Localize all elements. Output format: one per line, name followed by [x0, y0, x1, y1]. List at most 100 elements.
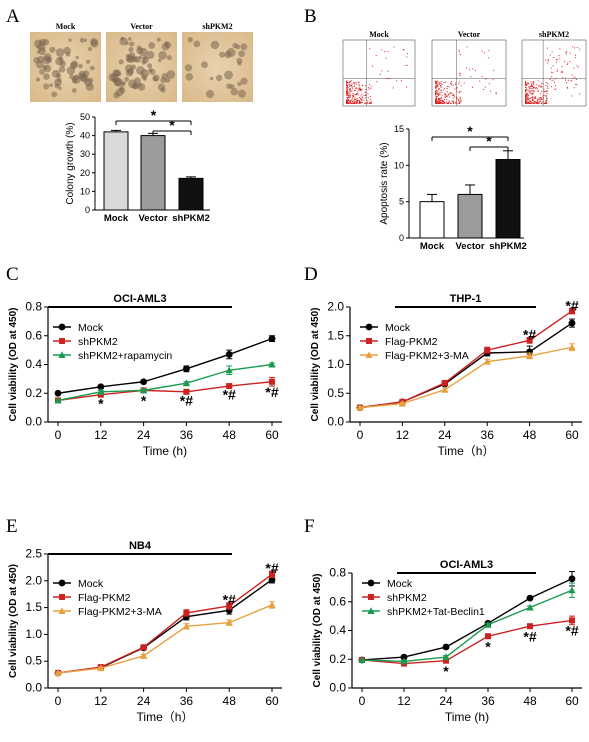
data-point	[526, 603, 534, 611]
flow-dot	[549, 78, 551, 80]
flow-dot	[547, 87, 549, 89]
flow-dot	[400, 80, 402, 82]
flow-dot	[361, 99, 363, 101]
y-tick-label: 0	[85, 205, 90, 215]
flow-dot	[543, 94, 545, 96]
flow-dot	[543, 91, 545, 93]
flow-plot-label: Vector	[458, 30, 481, 39]
colony-cell	[89, 65, 95, 71]
colony-cell	[80, 74, 89, 83]
colony-cell	[108, 72, 117, 82]
flow-dot	[547, 60, 549, 62]
flow-dot	[529, 92, 531, 94]
flow-dot	[346, 92, 348, 94]
flow-dot	[359, 97, 361, 99]
flow-dot	[538, 86, 540, 88]
flow-dot	[525, 96, 527, 98]
flow-dot	[528, 94, 530, 96]
flow-dot	[485, 78, 487, 80]
x-tick-label: 60	[265, 428, 279, 442]
flow-dot	[439, 100, 441, 102]
flow-dot	[359, 87, 361, 89]
flow-dot	[458, 99, 460, 101]
flow-dot	[360, 89, 362, 91]
flow-dot	[348, 95, 350, 97]
flow-dot	[346, 80, 348, 82]
flow-dot	[444, 92, 446, 94]
flow-dot	[554, 81, 556, 83]
flow-dot	[575, 78, 577, 80]
flow-dot	[435, 93, 437, 95]
flow-dot	[352, 103, 354, 104]
flow-dot	[438, 101, 440, 103]
flow-dot	[435, 85, 437, 87]
colony-cell	[68, 38, 72, 42]
significance-label: *	[151, 107, 157, 123]
flow-dot	[351, 83, 353, 85]
flow-dot	[404, 65, 406, 67]
flow-dot	[526, 97, 528, 99]
flow-dot	[347, 85, 349, 87]
flow-dot	[459, 96, 461, 98]
flow-dot	[440, 82, 442, 84]
data-point	[400, 653, 408, 661]
flow-dot	[353, 86, 355, 88]
flow-dot	[439, 92, 441, 94]
data-point	[269, 571, 275, 578]
flow-dot	[525, 88, 527, 90]
flow-dot	[525, 82, 527, 84]
flow-dot	[454, 102, 456, 104]
flow-dot	[533, 101, 535, 103]
flow-dot	[546, 90, 548, 92]
line-chart-c: 0.0 0.2 0.4 0.6 0.8 0 12 24 36 48 60 Time (h) Cell v…	[8, 293, 282, 458]
flow-dot	[355, 94, 357, 96]
colony-cell	[165, 77, 171, 83]
category-label: shPKM2	[489, 241, 526, 252]
chart-title: THP-1	[450, 293, 482, 305]
flow-dot	[553, 79, 555, 81]
category-label: Mock	[104, 213, 129, 224]
flow-dot	[367, 100, 369, 102]
flow-dot	[526, 100, 528, 102]
flow-dot	[525, 92, 527, 94]
flow-dot	[540, 99, 542, 101]
data-point	[400, 657, 408, 665]
flow-dot	[403, 49, 405, 51]
flow-dot	[443, 88, 445, 90]
flow-dot	[406, 86, 408, 88]
flow-dot	[532, 95, 534, 97]
flow-dot	[350, 102, 352, 104]
flow-dot	[361, 93, 363, 95]
flow-dot	[436, 96, 438, 98]
flow-dot	[556, 59, 558, 61]
colony-image-label: shPKM2	[202, 22, 232, 31]
legend-label: shPKM2	[387, 592, 427, 604]
flow-dot	[346, 91, 348, 93]
flow-dot	[348, 102, 350, 104]
y-axis-label: Cell viability (OD at 450)	[310, 308, 321, 422]
flow-dot	[560, 71, 562, 73]
flow-dot	[361, 84, 363, 86]
flow-dot	[349, 83, 351, 85]
panel-letter-C: C	[6, 264, 19, 285]
y-tick-label: 0.4	[329, 623, 346, 637]
flow-dot	[375, 55, 377, 57]
data-point	[569, 617, 575, 624]
data-point	[54, 669, 62, 676]
flow-dot	[542, 99, 544, 101]
flow-dot	[359, 102, 361, 104]
y-tick-label: 0.0	[329, 681, 346, 695]
flow-dot	[353, 98, 355, 100]
colony-cell	[240, 77, 248, 85]
flow-dot	[458, 92, 460, 94]
data-point	[140, 644, 147, 651]
flow-dot	[545, 101, 547, 103]
flow-dot	[452, 100, 454, 102]
flow-dot	[530, 90, 532, 92]
flow-dot	[446, 95, 448, 97]
flow-dot	[487, 57, 489, 59]
flow-dot	[454, 83, 456, 85]
flow-dot	[492, 79, 494, 81]
flow-dot	[456, 98, 458, 100]
flow-dot	[545, 102, 547, 104]
